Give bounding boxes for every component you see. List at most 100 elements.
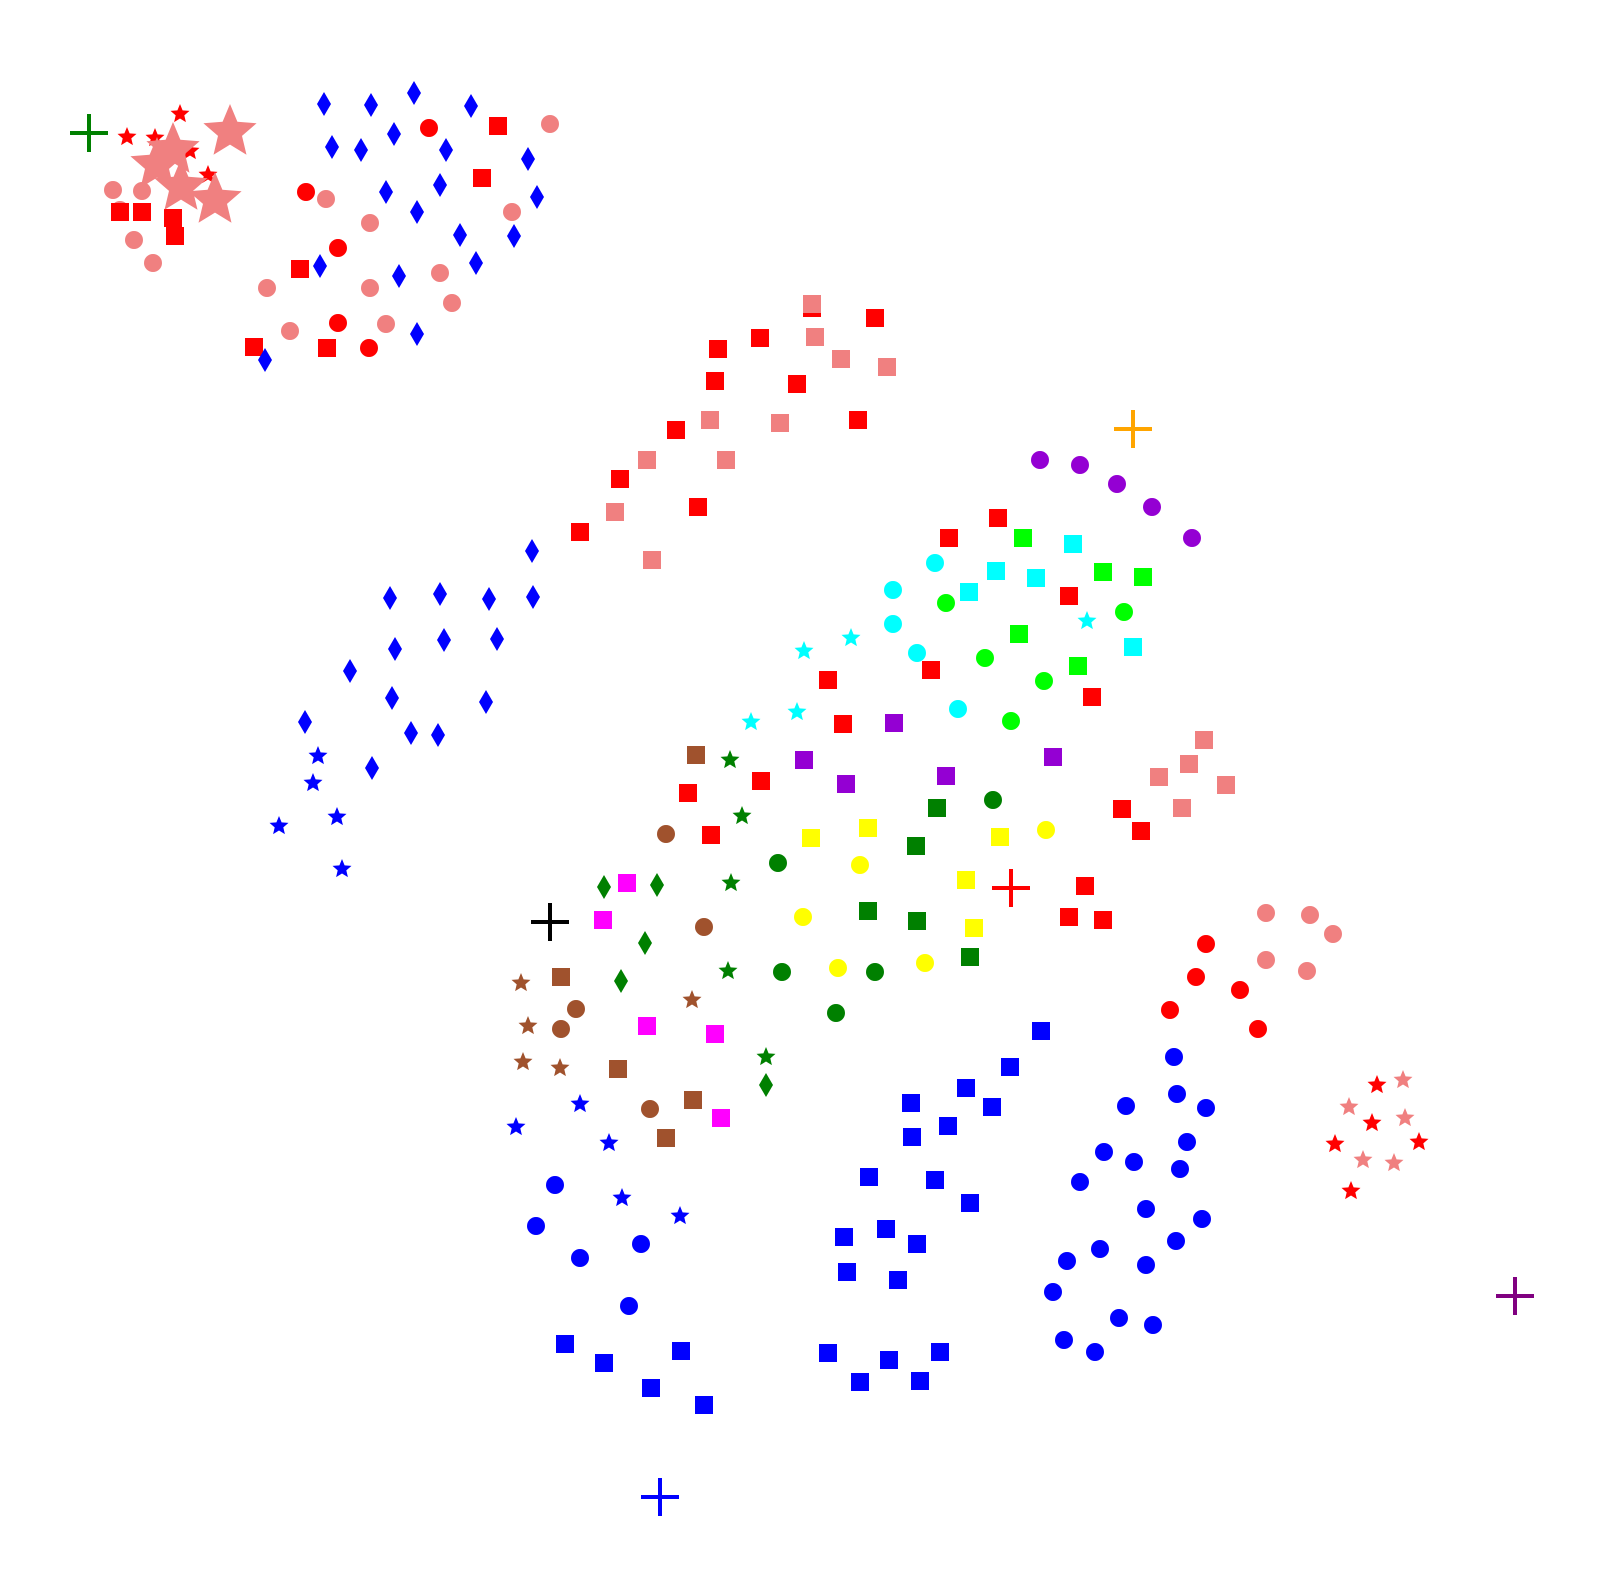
point-circle-blue-8-10	[1095, 1143, 1113, 1161]
point-diamond-blue-19-9	[379, 180, 393, 204]
point-square-red-9-6	[291, 260, 309, 278]
point-circle-yellow-5-2	[794, 908, 812, 926]
point-circle-brown-7-0	[657, 825, 675, 843]
point-square-blue-18-4	[902, 1094, 920, 1112]
scatter-marks	[70, 81, 1534, 1516]
point-circle-brown-7-3	[552, 1020, 570, 1038]
point-star-darkgreen-25-0	[720, 750, 740, 769]
point-star-red-21-3	[180, 141, 200, 160]
point-diamond-blue-19-16	[392, 264, 406, 288]
point-diamond-blue-19-17	[469, 251, 483, 275]
point-square-yellow-14-1	[802, 829, 820, 847]
point-diamond-blue-19-5	[354, 138, 368, 162]
point-square-lime-11-2	[1134, 568, 1152, 586]
point-star-salmon-22-0	[203, 104, 257, 155]
point-square-red-9-34	[1094, 911, 1112, 929]
point-circle-blue-8-21	[1110, 1309, 1128, 1327]
point-diamond-blue-19-14	[507, 224, 521, 248]
point-square-blue-18-2	[957, 1079, 975, 1097]
point-square-purple-13-1	[795, 751, 813, 769]
point-circle-blue-8-5	[1165, 1048, 1183, 1066]
point-square-lime-11-1	[1094, 563, 1112, 581]
point-circle-blue-8-8	[1197, 1099, 1215, 1117]
point-circle-cyan-3-4	[949, 700, 967, 718]
point-square-darkgreen-15-1	[907, 837, 925, 855]
point-star-brown-27-0	[511, 973, 531, 992]
point-star-red-21-9	[1341, 1181, 1361, 1200]
point-plus-darkgreen-28-0	[70, 114, 108, 152]
point-diamond-blue-19-7	[439, 138, 453, 162]
point-square-red-9-8	[318, 339, 336, 357]
point-circle-salmon-0-11	[281, 322, 299, 340]
point-circle-salmon-0-14	[503, 203, 521, 221]
point-square-red-9-27	[752, 772, 770, 790]
point-square-red-9-2	[111, 203, 129, 221]
point-square-blue-18-1	[1001, 1058, 1019, 1076]
point-diamond-darkgreen-20-3	[614, 969, 628, 993]
point-circle-darkgreen-6-1	[769, 854, 787, 872]
point-diamond-blue-19-13	[453, 223, 467, 247]
point-star-red-21-2	[170, 104, 190, 123]
point-star-brown-27-1	[518, 1016, 538, 1035]
point-diamond-blue-19-2	[407, 81, 421, 105]
point-circle-cyan-3-1	[884, 581, 902, 599]
point-diamond-blue-19-29	[385, 686, 399, 710]
point-square-magenta-17-0	[618, 874, 636, 892]
point-diamond-blue-19-20	[525, 539, 539, 563]
point-square-blue-18-17	[672, 1342, 690, 1360]
point-circle-blue-8-4	[620, 1297, 638, 1315]
point-square-red-9-26	[834, 715, 852, 733]
point-diamond-blue-19-12	[410, 200, 424, 224]
point-square-blue-18-10	[877, 1220, 895, 1238]
point-circle-red-1-6	[1187, 968, 1205, 986]
point-circle-salmon-0-12	[377, 315, 395, 333]
point-square-blue-18-0	[1032, 1022, 1050, 1040]
point-star-salmon-23-4	[1384, 1153, 1404, 1172]
point-square-red-9-25	[1083, 688, 1101, 706]
point-square-red-9-10	[866, 309, 884, 327]
point-square-red-9-24	[819, 671, 837, 689]
point-diamond-blue-19-26	[437, 628, 451, 652]
point-square-blue-18-7	[860, 1168, 878, 1186]
point-square-yellow-14-2	[991, 828, 1009, 846]
point-square-salmon-10-3	[878, 358, 896, 376]
point-circle-lime-4-4	[1002, 712, 1020, 730]
point-square-blue-18-15	[556, 1335, 574, 1353]
point-diamond-blue-19-27	[490, 627, 504, 651]
point-star-blue-26-8	[612, 1188, 632, 1207]
point-circle-blue-8-14	[1137, 1200, 1155, 1218]
point-plus-darkpurple-32-0	[1496, 1277, 1534, 1315]
point-square-brown-16-4	[657, 1129, 675, 1147]
point-square-red-9-7	[245, 338, 263, 356]
point-star-salmon-22-4	[188, 172, 242, 223]
point-star-blue-26-3	[269, 816, 289, 835]
point-square-red-9-28	[679, 784, 697, 802]
point-square-salmon-10-10	[1195, 731, 1213, 749]
point-star-red-21-0	[117, 127, 137, 146]
point-square-darkgreen-15-3	[908, 912, 926, 930]
point-square-red-9-3	[133, 203, 151, 221]
point-circle-cyan-3-2	[884, 615, 902, 633]
point-square-blue-18-24	[911, 1372, 929, 1390]
point-star-cyan-24-4	[741, 712, 761, 731]
point-square-brown-16-3	[684, 1091, 702, 1109]
point-star-red-21-7	[1325, 1134, 1345, 1153]
point-square-blue-18-3	[983, 1098, 1001, 1116]
point-square-red-9-20	[989, 509, 1007, 527]
point-circle-red-1-0	[420, 119, 438, 137]
point-square-magenta-17-1	[594, 911, 612, 929]
point-square-blue-18-16	[595, 1354, 613, 1372]
point-circle-blue-8-13	[1071, 1173, 1089, 1191]
point-circle-purple-2-0	[1031, 451, 1049, 469]
point-square-magenta-17-2	[638, 1017, 656, 1035]
point-square-salmon-10-14	[1173, 799, 1191, 817]
point-diamond-darkgreen-20-4	[759, 1073, 773, 1097]
point-star-blue-26-1	[303, 773, 323, 792]
point-square-red-9-32	[1076, 877, 1094, 895]
point-square-salmon-10-5	[771, 414, 789, 432]
point-square-blue-18-11	[908, 1235, 926, 1253]
point-diamond-blue-19-18	[258, 348, 272, 372]
point-square-lime-11-4	[1069, 657, 1087, 675]
point-circle-salmon-0-19	[1298, 962, 1316, 980]
